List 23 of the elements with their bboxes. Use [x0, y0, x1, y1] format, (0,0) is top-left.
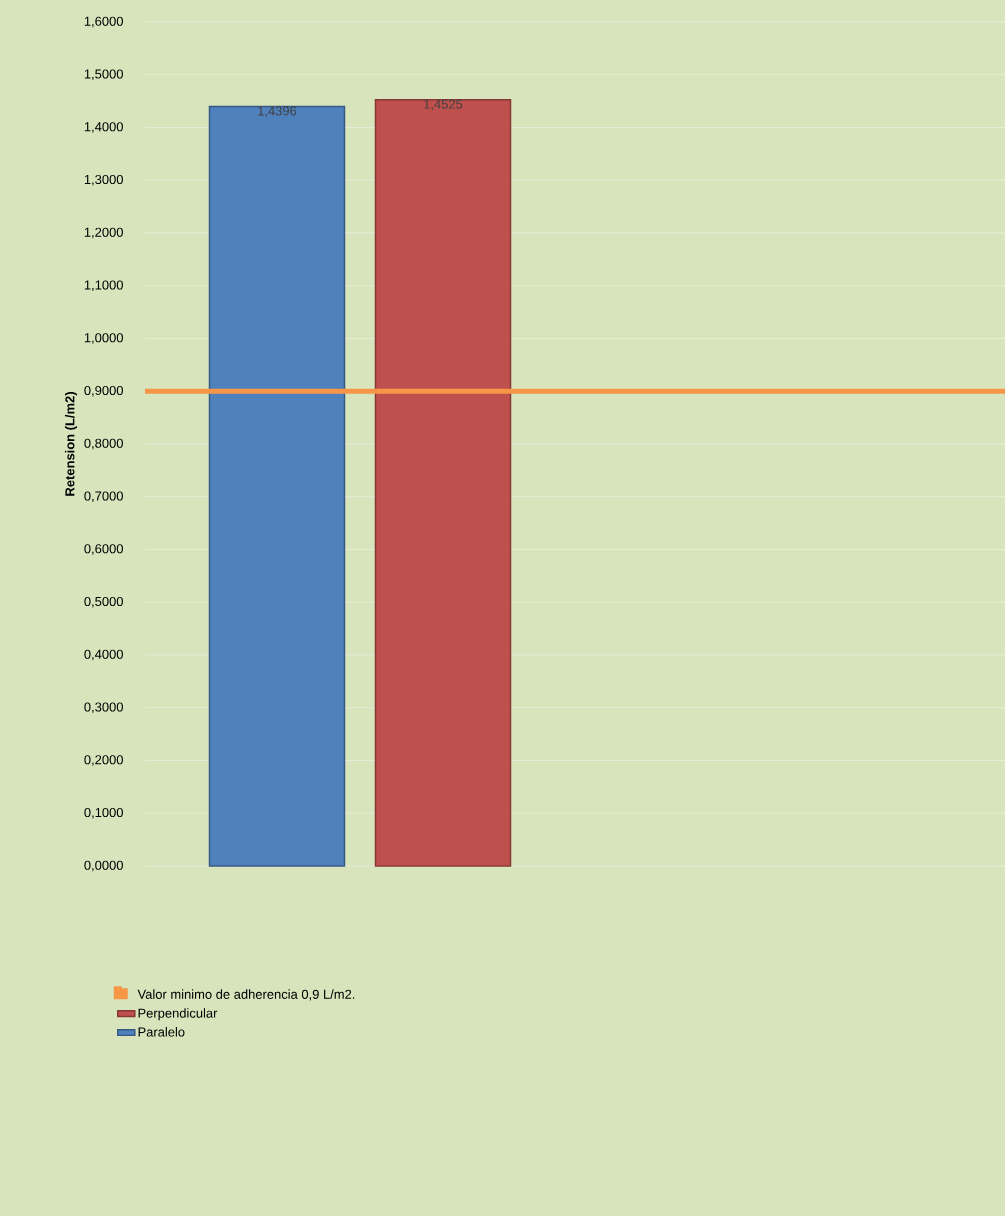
- y-tick-label: 0,6000: [84, 544, 123, 555]
- y-tick-label: 0,4000: [84, 649, 123, 661]
- legend-label: Perpendicular: [138, 1008, 217, 1021]
- y-tick-label: 0,0000: [84, 860, 123, 872]
- y-tick-label: 0,3000: [84, 702, 123, 714]
- y-tick-label: 1,6000: [84, 16, 123, 28]
- legend-label: Paralelo: [138, 1027, 185, 1037]
- y-tick-label: 0,5000: [84, 596, 123, 608]
- y-tick-label: 0,1000: [84, 807, 123, 819]
- y-tick-label: 0,2000: [84, 755, 123, 766]
- y-axis-title: Retension (L/m2): [64, 392, 77, 496]
- y-tick-label: 1,5000: [84, 69, 123, 81]
- y-tick-label: 0,8000: [84, 438, 123, 450]
- y-tick-label: 1,4000: [84, 122, 123, 133]
- y-tick-label: 1,2000: [84, 227, 123, 239]
- y-tick-label: 0,9000: [84, 385, 123, 397]
- legend-label: Valor minimo de adherencia 0,9 L/m2.: [137, 989, 354, 1001]
- y-tick-label: 0,7000: [84, 491, 123, 503]
- data-label: 1,4525: [423, 99, 463, 111]
- y-tick-label: 1,3000: [84, 174, 123, 186]
- data-label: 1,4396: [257, 106, 296, 118]
- y-tick-label: 1,0000: [84, 333, 123, 344]
- y-tick-label: 1,1000: [84, 280, 123, 292]
